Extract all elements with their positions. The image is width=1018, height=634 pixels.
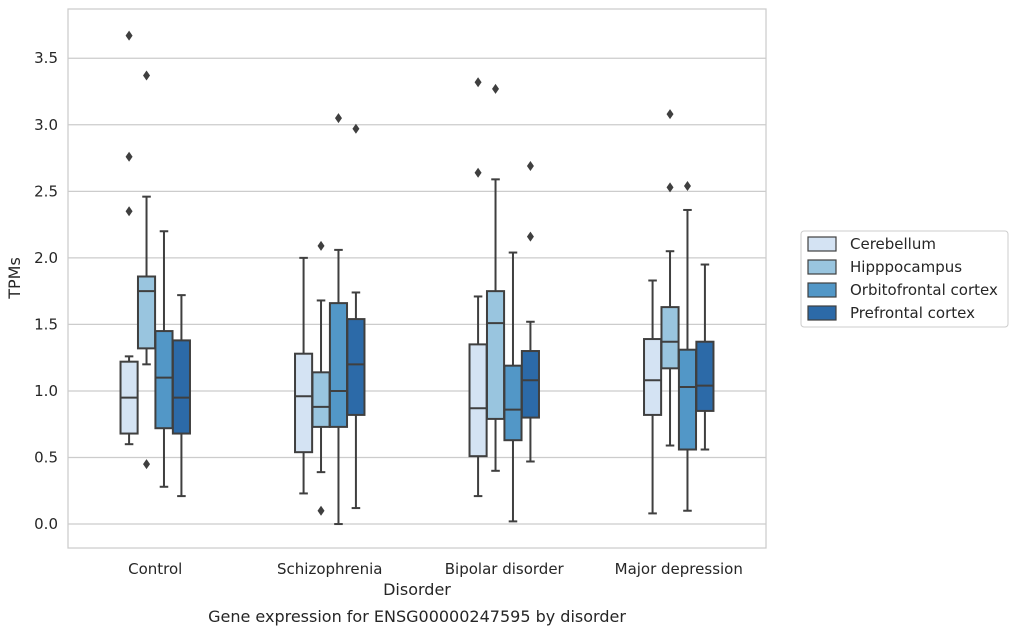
box-iqr — [311, 371, 331, 428]
y-tick-label: 0.5 — [34, 449, 58, 467]
outlier-point — [492, 83, 500, 94]
plot-area — [68, 9, 766, 548]
legend-frame — [800, 230, 1009, 328]
box-group — [171, 294, 191, 498]
x-tick-label: Schizophrenia — [277, 560, 382, 578]
box-iqr — [520, 350, 540, 419]
y-tick-label: 0.0 — [34, 515, 58, 533]
y-tick-label: 1.5 — [34, 315, 58, 333]
box-iqr — [346, 318, 366, 416]
box-iqr — [677, 348, 698, 451]
x-tick-label: Bipolar disorder — [445, 560, 565, 578]
y-tick-labels: 0.0 0.5 1.0 1.5 2.0 2.5 3.0 3.5 — [34, 49, 58, 533]
outlier-point — [526, 231, 534, 242]
y-axis-label: TPMs — [5, 257, 24, 300]
legend-label: Cerebellum — [850, 235, 936, 253]
legend: Cerebellum Hipppocampus Orbitofrontal cort… — [800, 230, 1009, 328]
box-group — [660, 109, 680, 447]
outlier-point — [125, 206, 133, 217]
y-tick-label: 1.0 — [34, 382, 58, 400]
box-iqr — [468, 343, 488, 458]
box-iqr — [485, 290, 506, 420]
outlier-point — [352, 123, 360, 134]
outlier-point — [317, 505, 325, 516]
outlier-point — [474, 167, 482, 178]
legend-swatch — [807, 305, 837, 321]
x-axis-label: Disorder — [383, 580, 451, 599]
box-iqr — [660, 306, 680, 370]
box-group — [468, 77, 488, 498]
y-tick-label: 2.0 — [34, 249, 58, 267]
box-group — [643, 279, 663, 515]
box-group — [119, 30, 139, 446]
chart-caption: Gene expression for ENSG00000247595 by d… — [208, 607, 626, 626]
x-tick-labels: Control Schizophrenia Bipolar disorder Majo… — [128, 560, 743, 578]
box-group — [136, 70, 157, 470]
boxes — [119, 30, 715, 526]
box-group — [154, 230, 174, 488]
box-group — [485, 83, 506, 472]
x-tick-label: Major depression — [615, 560, 743, 578]
y-tick-label: 3.0 — [34, 116, 58, 134]
plot-frame — [67, 8, 767, 549]
y-tick-label: 3.5 — [34, 49, 58, 67]
outlier-point — [125, 151, 133, 162]
outlier-point — [683, 181, 691, 192]
outlier-point — [334, 113, 342, 124]
outlier-point — [666, 182, 674, 193]
legend-swatch — [807, 282, 837, 298]
outlier-point — [125, 30, 133, 41]
box-iqr — [328, 302, 349, 428]
legend-swatch — [807, 236, 837, 252]
legend-label: Prefrontal cortex — [850, 304, 975, 322]
outlier-point — [143, 70, 151, 81]
y-tick-label: 2.5 — [34, 182, 58, 200]
outlier-point — [526, 161, 534, 172]
outlier-point — [317, 240, 325, 251]
box-iqr — [695, 340, 715, 412]
outlier-point — [666, 109, 674, 120]
box-group — [311, 240, 331, 516]
box-iqr — [294, 352, 314, 454]
box-group — [520, 161, 540, 463]
legend-label: Hipppocampus — [850, 258, 962, 276]
box-group — [695, 263, 715, 451]
box-iqr — [503, 364, 523, 442]
x-tick-label: Control — [128, 560, 182, 578]
box-group — [328, 113, 349, 526]
box-iqr — [154, 330, 174, 430]
outlier-point — [143, 459, 151, 470]
legend-label: Orbitofrontal cortex — [850, 281, 998, 299]
box-iqr — [136, 275, 157, 350]
legend-swatch — [807, 259, 837, 275]
box-group — [346, 123, 366, 510]
box-iqr — [171, 339, 191, 435]
box-iqr — [643, 338, 663, 416]
outlier-point — [474, 77, 482, 88]
